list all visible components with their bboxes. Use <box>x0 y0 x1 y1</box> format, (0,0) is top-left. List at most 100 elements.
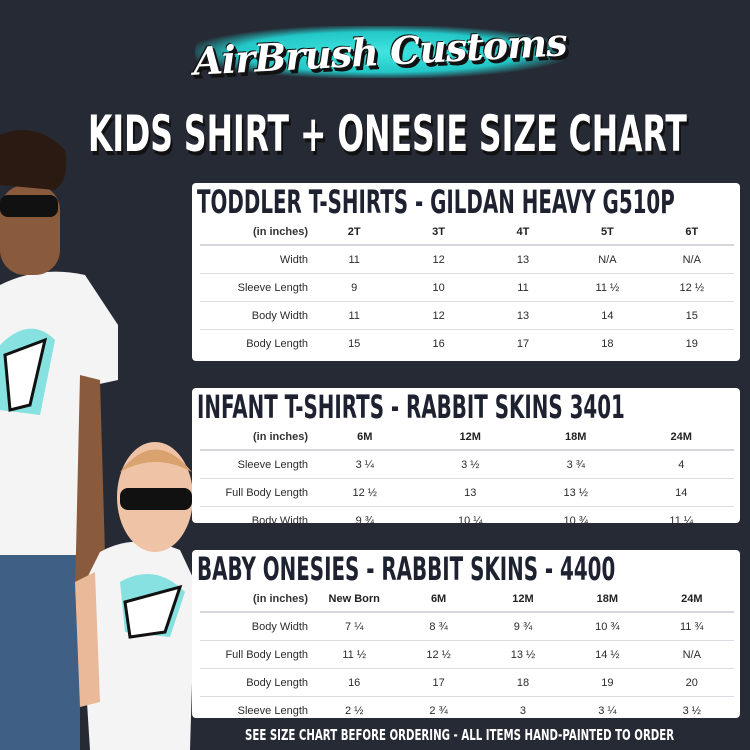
size-value-cell: 10 ¾ <box>565 611 650 641</box>
size-value-cell: 15 <box>649 301 734 330</box>
size-table: (in inches) 2T 3T 4T 5T 6T Width 11 12 13 N/A N/A Sl… <box>200 219 734 357</box>
size-value-cell: 2 ½ <box>312 696 397 724</box>
column-header: 18M <box>565 586 650 613</box>
size-value-cell: N/A <box>649 640 734 669</box>
size-value-cell: 18 <box>565 329 650 357</box>
column-header: 5T <box>565 219 650 246</box>
sunglasses-icon <box>120 488 192 510</box>
size-value-cell: 15 <box>312 329 397 357</box>
size-value-cell: 19 <box>565 668 650 697</box>
size-value-cell: 3 ½ <box>649 696 734 724</box>
page-title: KIDS SHIRT + ONESIE SIZE CHART <box>88 106 687 162</box>
size-value-cell: 16 <box>396 329 481 357</box>
table-heading-text: TODDLER T-SHIRTS - GILDAN HEAVY G510P <box>197 183 675 221</box>
size-value-cell: 11 ½ <box>312 640 397 669</box>
row-label: Width <box>200 244 312 274</box>
size-value-cell: 11 ½ <box>565 273 650 302</box>
column-header: 12M <box>480 586 566 613</box>
row-label: Full Body Length <box>200 478 312 507</box>
table-heading: BABY ONESIES - RABBIT SKINS - 4400 <box>192 550 740 588</box>
size-value-cell: 11 <box>480 273 566 302</box>
onesie-size-table-panel: BABY ONESIES - RABBIT SKINS - 4400 (in i… <box>192 550 740 724</box>
row-label: Body Length <box>200 329 312 357</box>
baby-model-photo <box>75 442 195 750</box>
column-header: 4T <box>480 219 566 246</box>
table-row: Full Body Length 12 ½ 13 13 ½ 14 <box>200 478 734 507</box>
column-header: 6M <box>312 424 418 451</box>
row-label: Body Length <box>200 668 312 697</box>
column-header: 18M <box>523 424 629 451</box>
column-header: 12M <box>417 424 523 451</box>
size-value-cell: 3 ¼ <box>565 696 650 724</box>
size-value-cell: 13 ½ <box>480 640 566 669</box>
table-row: Body Width 9 ¾ 10 ¼ 10 ¾ 11 ¼ <box>200 506 734 534</box>
size-value-cell: 11 ¼ <box>628 506 734 534</box>
row-label: Full Body Length <box>200 640 312 669</box>
baby-hair <box>120 449 192 472</box>
size-value-cell: 17 <box>480 329 566 357</box>
arm <box>75 375 105 605</box>
unit-label: (in inches) <box>200 424 312 451</box>
size-value-cell: 7 ¼ <box>312 611 397 641</box>
boy-model-photo <box>0 130 118 750</box>
row-label: Body Width <box>200 301 312 330</box>
size-value-cell: 12 <box>396 301 481 330</box>
size-value-cell: 4 <box>628 449 734 479</box>
size-value-cell: 14 ½ <box>565 640 650 669</box>
table-header-row: (in inches) 6M 12M 18M 24M <box>200 424 734 451</box>
jeans <box>0 525 80 750</box>
table-header-row: (in inches) 2T 3T 4T 5T 6T <box>200 219 734 246</box>
size-value-cell: N/A <box>565 244 650 274</box>
logo-spray-glow <box>195 26 565 78</box>
size-value-cell: 11 ¾ <box>649 611 734 641</box>
toddler-size-table-panel: TODDLER T-SHIRTS - GILDAN HEAVY G510P (i… <box>192 183 740 361</box>
size-value-cell: 3 ¼ <box>312 449 418 479</box>
size-value-cell: 9 ¾ <box>480 611 566 641</box>
size-value-cell: 13 <box>417 478 523 507</box>
size-value-cell: 11 <box>312 301 397 330</box>
unit-label: (in inches) <box>200 586 312 613</box>
size-value-cell: 10 <box>396 273 481 302</box>
size-value-cell: 19 <box>649 329 734 357</box>
size-value-cell: 9 ¾ <box>312 506 418 534</box>
page-title-text: KIDS SHIRT + ONESIE SIZE CHART <box>88 105 687 163</box>
size-value-cell: 13 <box>480 301 566 330</box>
row-label: Body Width <box>200 506 312 534</box>
onesie-art-letters <box>123 584 183 639</box>
column-header: 24M <box>649 586 734 613</box>
infant-size-table-panel: INFANT T-SHIRTS - RABBIT SKINS 3401 (in … <box>192 388 740 534</box>
footer-text: SEE SIZE CHART BEFORE ORDERING - ALL ITE… <box>245 726 675 744</box>
column-header: 2T <box>312 219 397 246</box>
row-label: Sleeve Length <box>200 696 312 724</box>
column-header: 6M <box>396 586 481 613</box>
table-row: Body Length 15 16 17 18 19 <box>200 329 734 357</box>
brand-logo: AirBrush Customs <box>185 14 575 89</box>
size-value-cell: 17 <box>396 668 481 697</box>
table-row: Sleeve Length 9 10 11 11 ½ 12 ½ <box>200 273 734 302</box>
table-heading-text: INFANT T-SHIRTS - RABBIT SKINS 3401 <box>197 388 625 426</box>
column-header: 6T <box>649 219 734 246</box>
size-value-cell: 16 <box>312 668 397 697</box>
row-label: Sleeve Length <box>200 273 312 302</box>
size-value-cell: 13 ½ <box>523 478 629 507</box>
table-row: Body Length 16 17 18 19 20 <box>200 668 734 697</box>
size-value-cell: 13 <box>480 244 566 274</box>
size-value-cell: 2 ¾ <box>396 696 481 724</box>
table-heading: TODDLER T-SHIRTS - GILDAN HEAVY G510P <box>192 183 740 221</box>
size-value-cell: 3 ¾ <box>523 449 629 479</box>
size-value-cell: 11 <box>312 244 397 274</box>
size-value-cell: 14 <box>628 478 734 507</box>
size-value-cell: 10 ¾ <box>523 506 629 534</box>
table-heading-text: BABY ONESIES - RABBIT SKINS - 4400 <box>197 550 616 588</box>
shirt-art-letters <box>3 337 48 412</box>
table-heading: INFANT T-SHIRTS - RABBIT SKINS 3401 <box>192 388 740 426</box>
size-value-cell: N/A <box>649 244 734 274</box>
column-header: 3T <box>396 219 481 246</box>
baby-arm <box>75 572 100 707</box>
hair <box>0 130 67 190</box>
size-value-cell: 12 <box>396 244 481 274</box>
size-value-cell: 10 ¼ <box>417 506 523 534</box>
table-header-row: (in inches) New Born 6M 12M 18M 24M <box>200 586 734 613</box>
